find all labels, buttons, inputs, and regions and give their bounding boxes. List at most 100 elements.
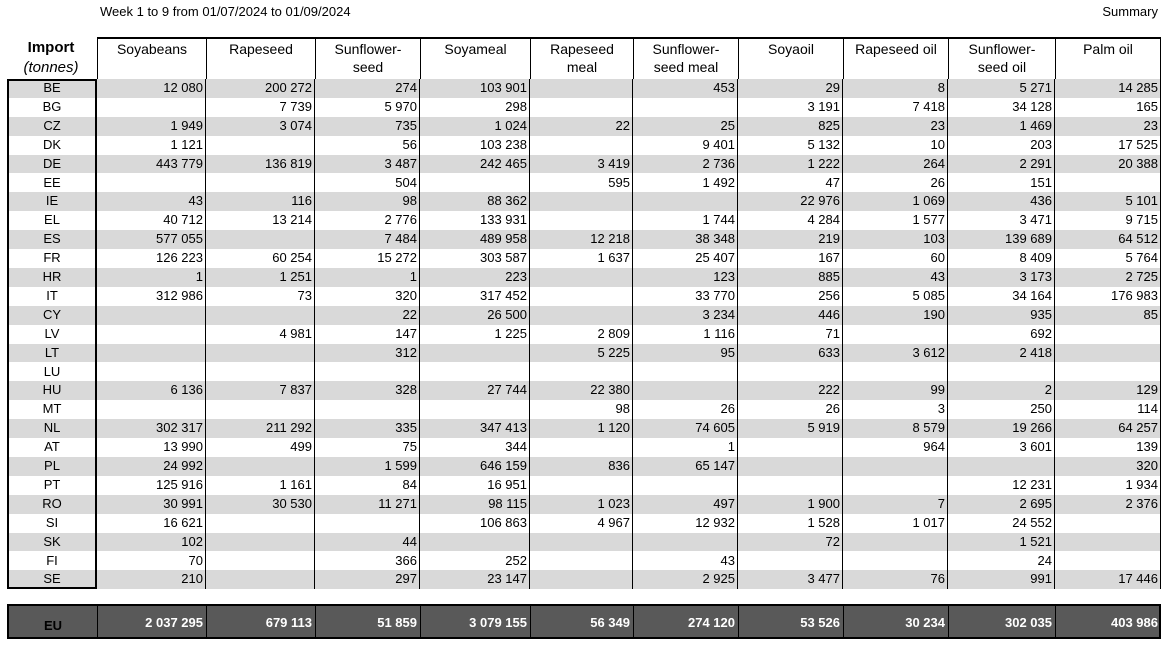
value-cell: 43	[188, 193, 203, 209]
value-cell	[530, 211, 633, 230]
value-cell: 10	[930, 136, 945, 152]
value-cell: 7 484	[384, 231, 417, 247]
value-cell	[738, 476, 843, 495]
table-row: ES 577 055 7 484 489 958 12 218 38 348 219 103 1…	[9, 230, 1161, 250]
value-cell: 64 512	[1118, 231, 1158, 247]
eu-column-divider	[420, 606, 421, 639]
value-cell: 2 809	[597, 325, 630, 341]
value-cell: 3 487	[384, 155, 417, 171]
eu-total-value: 2 037 295	[145, 615, 203, 630]
value-cell	[843, 552, 948, 571]
eu-total-value: 51 859	[377, 615, 417, 630]
value-cell: 44	[402, 533, 417, 549]
column-divider	[632, 79, 633, 589]
column-header-line2: seed meal	[653, 59, 719, 75]
value-cell: 344	[505, 439, 527, 455]
value-cell	[206, 533, 315, 552]
summary-label: Summary	[1102, 4, 1158, 19]
value-cell: 223	[505, 269, 527, 284]
value-cell: 12 231	[1012, 476, 1052, 492]
country-code-cell: LV	[44, 325, 60, 341]
value-cell: 13 214	[272, 212, 312, 228]
value-cell: 85	[1143, 306, 1158, 322]
value-cell	[315, 514, 420, 533]
column-header-line2: seed	[352, 59, 384, 75]
column-divider	[947, 79, 948, 589]
value-cell: 2 736	[702, 155, 735, 171]
value-cell: 3 419	[597, 155, 630, 171]
value-cell	[530, 570, 633, 589]
value-cell	[206, 363, 315, 382]
value-cell: 274	[395, 80, 417, 95]
value-cell: 252	[505, 552, 527, 568]
table-row: RO 30 991 30 530 11 271 98 115 1 023 497 1 900 7…	[9, 494, 1161, 514]
value-cell: 633	[818, 344, 840, 360]
country-code-cell: EL	[44, 212, 60, 228]
value-cell: 497	[713, 495, 735, 511]
column-header-line2: meal	[566, 59, 598, 75]
country-code-cell: PL	[44, 458, 60, 473]
value-cell	[843, 457, 948, 476]
value-cell: 5 919	[807, 420, 840, 436]
value-cell	[633, 381, 738, 400]
value-cell: 126 223	[156, 250, 203, 266]
value-cell: 103 901	[480, 80, 527, 95]
value-cell: 98	[615, 401, 630, 417]
value-cell	[633, 98, 738, 117]
value-cell: 60 254	[272, 250, 312, 266]
value-cell: 190	[923, 306, 945, 322]
country-code-cell: FI	[46, 552, 58, 568]
value-cell: 12 932	[695, 514, 735, 530]
value-cell: 443 779	[156, 155, 203, 171]
value-cell	[420, 533, 530, 552]
table-row: SI 16 621 106 863 4 967 12 932 1 528 1 017 24 5…	[9, 514, 1161, 533]
column-header: Rapeseed meal	[530, 37, 633, 79]
column-header: Rapeseed oil	[843, 37, 948, 79]
value-cell	[420, 174, 530, 193]
import-unit-header: Import (tonnes)	[6, 38, 96, 80]
value-cell: 38 348	[695, 231, 735, 247]
eu-column-divider	[206, 606, 207, 639]
value-cell: 29	[825, 80, 840, 95]
value-cell: 7 739	[279, 98, 312, 114]
value-cell: 446	[818, 306, 840, 322]
value-cell: 139 689	[1005, 231, 1052, 247]
eu-total-value: 679 113	[265, 615, 312, 630]
value-cell: 303 587	[480, 250, 527, 266]
column-header: Rapeseed	[206, 37, 315, 79]
value-cell	[206, 457, 315, 476]
value-cell: 646 159	[480, 458, 527, 473]
value-cell: 836	[608, 458, 630, 473]
table-row: IT 312 986 73 320 317 452 33 770 256 5 085 34 16…	[9, 287, 1161, 306]
value-cell	[206, 306, 315, 325]
eu-total-label: EU	[43, 618, 63, 633]
value-cell: 825	[818, 117, 840, 133]
value-cell	[315, 363, 420, 382]
table-row: DE 443 779 136 819 3 487 242 465 3 419 2 736 1 …	[9, 154, 1161, 174]
value-cell: 5 132	[807, 136, 840, 152]
column-header-line1: Sunflower-	[652, 41, 720, 57]
value-cell	[97, 306, 206, 325]
table-row: HR 1 1 251 1 223 123 885 43 3 173 2 725	[9, 268, 1161, 287]
value-cell: 114	[1137, 401, 1158, 417]
column-header: Soyaoil	[738, 37, 843, 79]
value-cell	[530, 552, 633, 571]
table-row: BG 7 739 5 970 298 3 191 7 418 34 128 165	[9, 98, 1161, 117]
value-cell	[1055, 344, 1161, 363]
value-cell	[206, 570, 315, 589]
value-cell: 2 725	[1125, 269, 1158, 284]
column-divider	[842, 79, 843, 589]
value-cell: 1 024	[494, 117, 527, 133]
value-cell: 1 900	[807, 495, 840, 511]
value-cell: 436	[1030, 193, 1052, 209]
value-cell	[1055, 174, 1161, 193]
value-cell: 1 949	[170, 117, 203, 133]
value-cell: 22 380	[590, 382, 630, 398]
table-row: CY 22 26 500 3 234 446 190 935 85	[9, 305, 1161, 325]
value-cell: 504	[395, 174, 417, 190]
table-row: LU	[9, 363, 1161, 382]
country-code-cell: ES	[43, 231, 61, 247]
column-header: Sunflower-seed oil	[948, 37, 1055, 79]
value-cell	[738, 457, 843, 476]
value-cell: 167	[818, 250, 840, 266]
